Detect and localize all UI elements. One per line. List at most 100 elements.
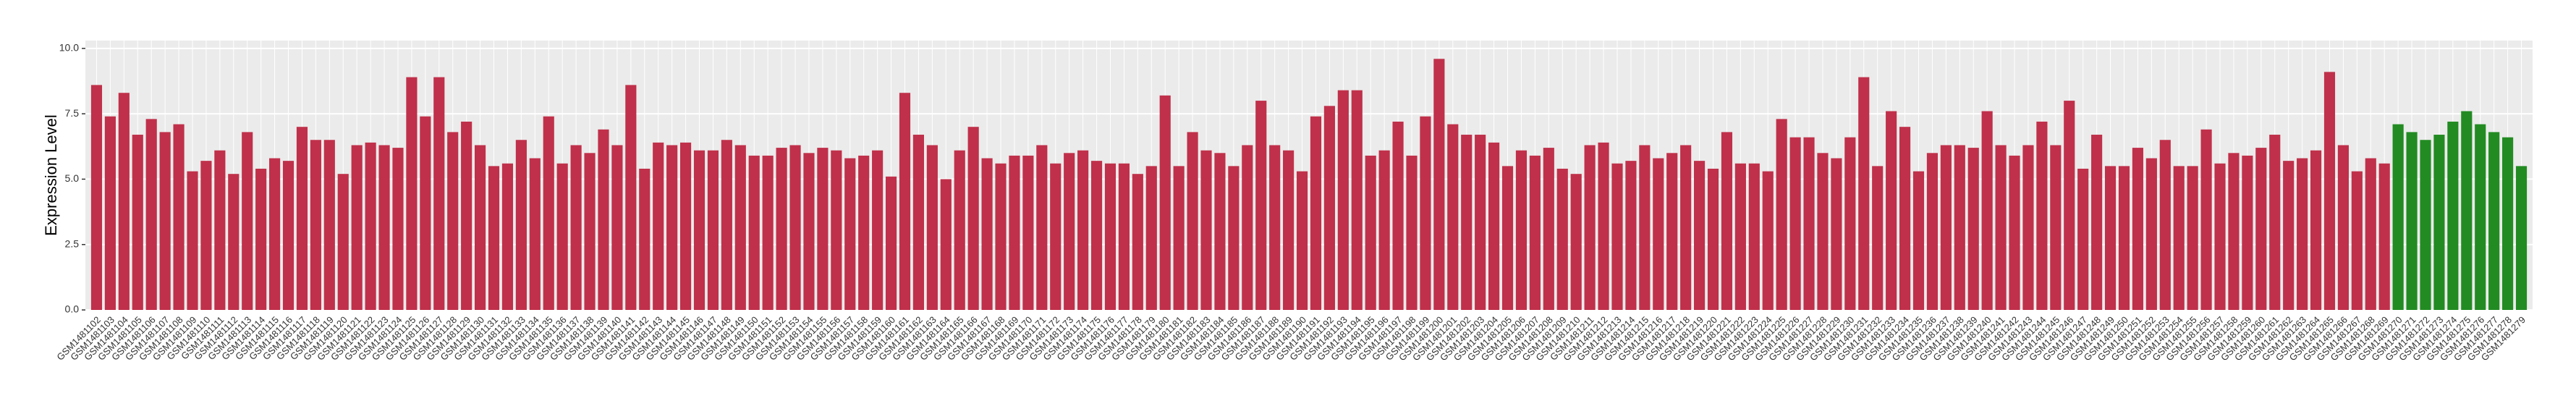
bar xyxy=(2173,166,2185,310)
bar xyxy=(2420,140,2431,310)
bar xyxy=(2283,161,2295,310)
bar xyxy=(926,145,938,310)
bar xyxy=(1844,137,1856,310)
bar xyxy=(912,135,924,310)
bar xyxy=(296,127,308,310)
bar xyxy=(1886,111,1897,310)
bar xyxy=(885,176,897,310)
bar xyxy=(1981,111,1993,310)
bar xyxy=(1378,150,1390,310)
bar xyxy=(1145,166,1157,310)
bar xyxy=(515,140,527,310)
bar xyxy=(2228,153,2240,310)
bar xyxy=(817,148,829,310)
bar xyxy=(173,124,185,310)
bar xyxy=(543,116,554,311)
bar xyxy=(1050,163,1062,310)
bar xyxy=(748,155,760,310)
bar xyxy=(323,140,335,310)
bar xyxy=(475,145,486,310)
bar xyxy=(611,145,623,310)
bar xyxy=(2515,166,2528,310)
bar xyxy=(666,145,678,310)
bar xyxy=(1680,145,1692,310)
bar xyxy=(584,153,596,310)
bar xyxy=(1323,106,1335,310)
bar xyxy=(1420,116,1431,311)
bar xyxy=(995,163,1007,310)
bar xyxy=(378,145,390,310)
bar xyxy=(639,168,651,310)
bar xyxy=(1242,145,1253,310)
bar xyxy=(1721,132,1733,310)
bar xyxy=(598,129,609,310)
y-tick-label: 7.5 xyxy=(65,107,80,119)
bar xyxy=(2132,148,2143,310)
bar xyxy=(310,140,321,310)
bar xyxy=(132,135,143,310)
bar xyxy=(2077,168,2089,310)
bar xyxy=(2159,140,2171,310)
bar xyxy=(1995,145,2007,310)
bar xyxy=(1653,158,1664,310)
bar xyxy=(90,85,103,310)
bar xyxy=(803,153,815,310)
bar xyxy=(1789,137,1801,310)
bar xyxy=(1475,135,1486,310)
bar xyxy=(2378,163,2390,310)
bar xyxy=(447,132,459,310)
bar xyxy=(2365,158,2376,310)
bar xyxy=(392,148,404,310)
bar xyxy=(653,142,664,310)
bar xyxy=(2461,111,2473,310)
bar xyxy=(789,145,801,310)
bar xyxy=(529,158,541,310)
bar xyxy=(1611,163,1623,310)
bar xyxy=(1556,168,1568,310)
bar xyxy=(556,163,568,310)
bar xyxy=(2050,145,2062,310)
bar xyxy=(1255,101,1267,310)
bar xyxy=(255,168,267,310)
bar xyxy=(1488,142,1500,310)
bar xyxy=(351,145,363,310)
bar xyxy=(200,161,212,310)
bar xyxy=(693,150,706,310)
bar xyxy=(1501,166,1514,310)
bar xyxy=(337,174,349,310)
bar xyxy=(1776,119,1787,310)
bar xyxy=(2502,137,2514,310)
bar xyxy=(488,166,500,310)
bar xyxy=(159,132,171,310)
bar xyxy=(1707,168,1719,310)
bar xyxy=(2064,101,2075,310)
bar xyxy=(2392,124,2404,310)
bar xyxy=(2118,166,2130,310)
bar xyxy=(433,77,445,310)
bar xyxy=(1803,137,1815,310)
bar xyxy=(2337,145,2349,310)
bar xyxy=(242,132,253,310)
bar xyxy=(1159,95,1171,310)
bar xyxy=(214,150,226,310)
bar xyxy=(1625,161,1637,310)
bar xyxy=(899,93,911,310)
bar xyxy=(2187,166,2198,310)
bar xyxy=(145,119,157,310)
bar xyxy=(1926,153,1939,310)
bar xyxy=(104,116,116,311)
bar xyxy=(981,158,993,310)
bar xyxy=(2297,158,2308,310)
bar xyxy=(2351,171,2363,310)
bar xyxy=(1009,155,1020,310)
bar xyxy=(1817,153,1829,310)
bar xyxy=(1337,90,1349,310)
bar xyxy=(1461,135,1473,310)
bar xyxy=(762,155,774,310)
bar xyxy=(831,150,842,310)
bar xyxy=(1173,166,1185,310)
bar xyxy=(2310,150,2322,310)
bar xyxy=(1104,163,1117,310)
bar xyxy=(2323,72,2336,310)
bar xyxy=(2036,121,2048,310)
